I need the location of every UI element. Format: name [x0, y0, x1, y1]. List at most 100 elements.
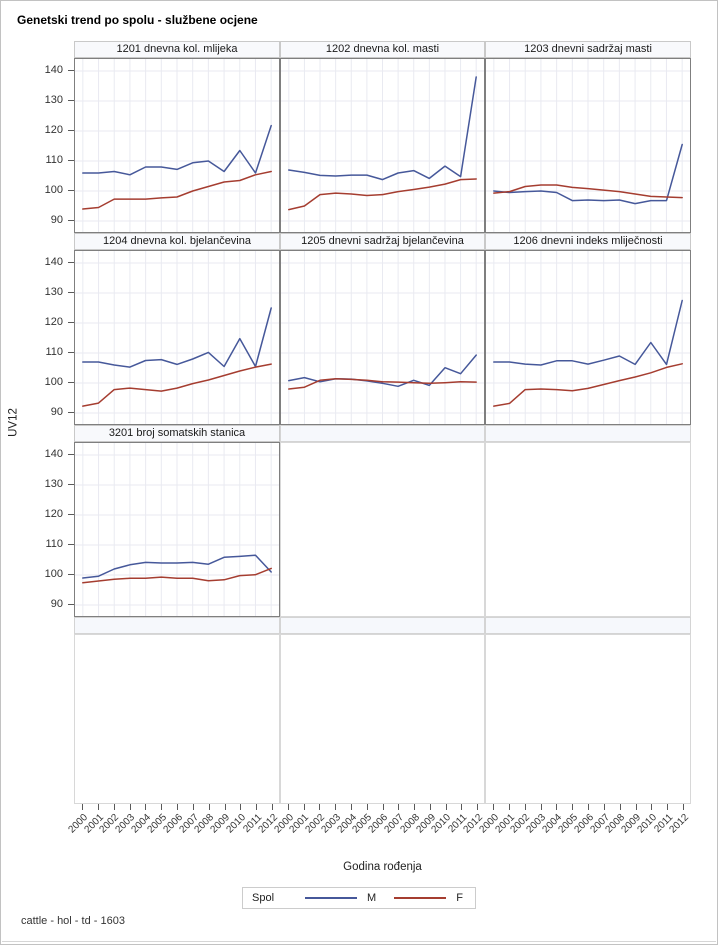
panel-header: 1202 dnevna kol. masti — [280, 41, 485, 58]
series-line-f — [493, 184, 683, 199]
empty-panel-cell — [280, 617, 485, 804]
y-tick-mark — [68, 322, 74, 323]
panel-header: 1204 dnevna kol. bjelančevina — [74, 233, 280, 250]
series-line-f — [493, 363, 683, 407]
x-tick-mark — [319, 804, 321, 810]
series-line-f — [82, 170, 272, 210]
panel-cell: 1202 dnevna kol. masti — [280, 41, 485, 233]
y-tick-label: 100 — [44, 376, 63, 388]
bottom-rule — [2, 941, 716, 942]
y-tick-mark — [68, 130, 74, 131]
x-tick-mark — [287, 804, 289, 810]
panel-header: 1206 dnevni indeks mliječnosti — [485, 233, 691, 250]
y-tick-label: 100 — [44, 568, 63, 580]
y-tick-label: 120 — [44, 316, 63, 328]
panel-plot-svg — [75, 59, 279, 232]
y-tick-mark — [68, 514, 74, 515]
series-line-m — [82, 554, 272, 579]
y-tick-mark — [68, 262, 74, 263]
x-tick-mark — [398, 804, 400, 810]
x-tick-mark — [113, 804, 115, 810]
panel-cell: 1206 dnevni indeks mliječnosti — [485, 233, 691, 425]
y-tick-label: 110 — [45, 154, 63, 166]
y-tick-label: 130 — [44, 478, 63, 490]
panel-plot — [74, 442, 280, 617]
legend-label-f: F — [456, 892, 463, 904]
panel-plot-svg — [486, 251, 690, 424]
x-tick-mark — [272, 804, 274, 810]
y-tick-label: 120 — [44, 124, 63, 136]
series-line-f — [288, 178, 477, 211]
panel-plot — [74, 250, 280, 425]
panel-plot-svg — [75, 251, 279, 424]
y-tick-mark — [68, 604, 74, 605]
chart-title: Genetski trend po spolu - službene ocjen… — [17, 13, 258, 27]
empty-panel-plot — [280, 442, 485, 617]
panel-header: 3201 broj somatskih stanica — [74, 425, 280, 442]
x-tick-mark — [524, 804, 526, 810]
empty-panel-cell — [485, 617, 691, 804]
x-tick-mark — [145, 804, 147, 810]
panel-plot-svg — [281, 59, 484, 232]
x-tick-mark — [382, 804, 384, 810]
x-tick-mark — [667, 804, 669, 810]
legend-line-f-swatch — [394, 897, 447, 899]
panel-header: 1203 dnevni sadržaj masti — [485, 41, 691, 58]
y-tick-mark — [68, 70, 74, 71]
x-tick-mark — [351, 804, 352, 810]
y-tick-mark — [68, 412, 74, 413]
x-tick-mark — [192, 804, 194, 810]
y-tick-label: 120 — [44, 508, 63, 520]
y-tick-mark — [68, 484, 74, 485]
x-tick-mark — [161, 804, 163, 810]
x-tick-mark — [224, 804, 226, 810]
panel-plot-svg — [486, 59, 690, 232]
y-tick-label: 110 — [45, 538, 63, 550]
x-tick-mark — [208, 804, 210, 810]
x-tick-mark — [414, 804, 415, 810]
x-tick-mark — [335, 804, 337, 810]
x-axis-title: Godina rođenja — [343, 861, 422, 873]
panel-cell: 3201 broj somatskih stanica — [74, 425, 280, 617]
series-line-m — [82, 307, 272, 368]
series-line-m — [493, 143, 683, 205]
series-line-m — [288, 76, 477, 181]
x-tick-mark — [683, 804, 685, 810]
x-tick-mark — [81, 804, 83, 810]
empty-panel-plot — [74, 634, 280, 804]
panel-cell: 1201 dnevna kol. mlijeka — [74, 41, 280, 233]
legend-line-m-swatch — [305, 897, 358, 899]
series-line-m — [288, 354, 477, 388]
x-tick-mark — [540, 804, 542, 810]
empty-panel-cell — [485, 425, 691, 617]
panel-plot-svg — [75, 443, 279, 616]
panel-plot-svg — [281, 251, 484, 424]
x-tick-mark — [240, 804, 242, 810]
empty-panel-plot — [485, 634, 691, 804]
x-tick-mark — [366, 804, 368, 810]
y-tick-label: 140 — [44, 64, 63, 76]
y-tick-label: 140 — [44, 256, 63, 268]
y-tick-label: 130 — [44, 94, 63, 106]
panel-plot — [280, 58, 485, 233]
y-tick-label: 90 — [50, 406, 63, 418]
panel-cell: 1204 dnevna kol. bjelančevina — [74, 233, 280, 425]
y-tick-mark — [68, 190, 74, 191]
y-tick-mark — [68, 544, 74, 545]
panel-plot — [74, 58, 280, 233]
y-tick-mark — [68, 352, 74, 353]
empty-panel-cell — [280, 425, 485, 617]
empty-panel-plot — [485, 442, 691, 617]
x-tick-mark — [556, 804, 558, 810]
y-tick-label: 90 — [50, 214, 63, 226]
x-tick-mark — [651, 804, 653, 810]
y-tick-mark — [68, 574, 74, 575]
empty-panel-header — [280, 617, 485, 634]
legend: Spol M F — [242, 887, 476, 909]
series-line-m — [82, 124, 272, 176]
series-line-f — [82, 363, 272, 407]
y-tick-label: 90 — [50, 598, 63, 610]
empty-panel-header — [280, 425, 485, 442]
y-tick-label: 130 — [44, 286, 63, 298]
